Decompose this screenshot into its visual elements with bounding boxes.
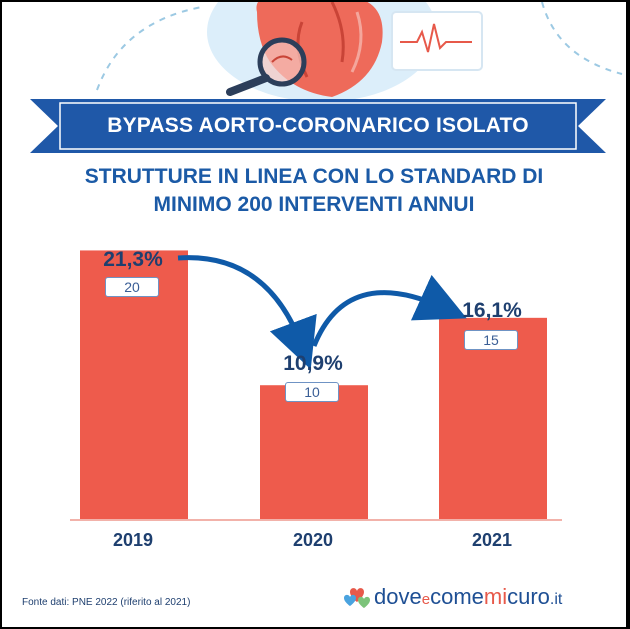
banner-ribbon-shape (30, 99, 606, 153)
count-label-2019: 20 (105, 277, 159, 297)
trend-arrow-2019-2020 (177, 255, 317, 370)
banner-title: BYPASS AORTO-CORONARICO ISOLATO (107, 114, 529, 137)
brand-wordmark: doveecomemicuro.it (374, 584, 562, 610)
percent-label-2021: 16,1% (462, 299, 522, 322)
brand-it: .it (549, 591, 563, 608)
brand-come: come (430, 584, 484, 609)
count-label-2021: 15 (464, 330, 518, 350)
count-label-2020: 10 (285, 382, 339, 402)
header-illustration (96, 2, 623, 102)
brand-mi: mi (483, 584, 508, 609)
dashed-arc-left (96, 6, 203, 91)
percent-label-2020: 10,9% (283, 352, 343, 375)
bar-2020 (260, 385, 368, 520)
x-tick-label-2020: 2020 (292, 530, 334, 550)
ecg-monitor-icon (391, 11, 483, 71)
bar-chart (70, 250, 562, 521)
brand-curo: curo (507, 584, 550, 609)
percent-label-2019: 21,3% (103, 248, 163, 271)
brand-d: d (374, 584, 387, 609)
x-tick-label-2021: 2021 (471, 530, 513, 550)
bar-2021 (439, 317, 547, 520)
chart-subtitle-line2: MINIMO 200 INTERVENTI ANNUI (153, 193, 475, 216)
data-source-note: Fonte dati: PNE 2022 (riferito al 2021) (22, 597, 191, 608)
magnifier-icon (226, 37, 307, 96)
x-tick-label-2019: 2019 (112, 530, 154, 550)
title-banner: BYPASS AORTO-CORONARICO ISOLATO (30, 99, 606, 153)
brand-ove: ove (386, 584, 422, 609)
chart-subtitle-line1: STRUTTURE IN LINEA CON LO STANDARD DI (84, 165, 544, 188)
dashed-arc-right (541, 2, 623, 75)
brand-e: e (421, 591, 431, 608)
trend-arrow-2020-2021 (311, 274, 467, 347)
brand-hearts-logo (344, 588, 370, 608)
